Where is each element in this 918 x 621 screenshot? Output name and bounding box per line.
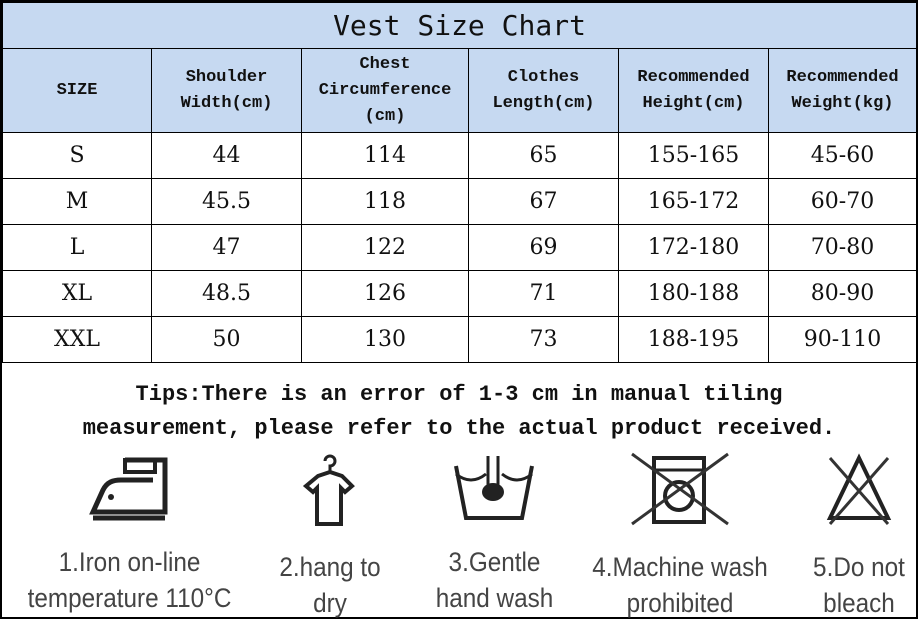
- table-cell: 130: [301, 316, 469, 363]
- table-cell: 65: [468, 132, 619, 179]
- table-cell: 122: [301, 224, 469, 271]
- hanger-shirt-icon: [302, 454, 355, 526]
- iron-icon: [88, 457, 167, 521]
- table-cell: 172-180: [618, 224, 769, 271]
- care-label-1: 1.Iron on-line: [58, 547, 201, 577]
- column-header: Recommended Height(cm): [618, 48, 769, 133]
- table-cell: 155-165: [618, 132, 769, 179]
- tips-text: Tips:There is an error of 1-3 cm in manu…: [2, 378, 916, 446]
- tips-line-1: Tips:There is an error of 1-3 cm in manu…: [135, 382, 783, 407]
- table-cell: S: [2, 132, 152, 179]
- care-label-5b: bleach: [823, 588, 895, 618]
- table-cell: 80-90: [768, 270, 917, 317]
- care-item-handwash: 3.Gentle hand wash: [417, 452, 572, 616]
- table-row: XL 48.5 126 71 180-188 80-90: [2, 270, 917, 317]
- table-cell: 69: [468, 224, 619, 271]
- column-header: Shoulder Width(cm): [151, 48, 302, 133]
- table-cell: L: [2, 224, 152, 271]
- care-label-5: 5.Do not: [813, 552, 905, 582]
- table-cell: 47: [151, 224, 302, 271]
- table-cell: 44: [151, 132, 302, 179]
- care-label-1b: temperature 110°C: [27, 583, 232, 613]
- table-cell: M: [2, 178, 152, 225]
- care-label-2b: dry: [313, 588, 347, 618]
- table-row: M 45.5 118 67 165-172 60-70: [2, 178, 917, 225]
- care-item-no-bleach: 5.Do not bleach: [798, 452, 918, 621]
- chart-title: Vest Size Chart: [2, 2, 917, 49]
- column-header: SIZE: [2, 48, 152, 133]
- column-header: Clothes Length(cm): [468, 48, 619, 133]
- table-cell: 73: [468, 316, 619, 363]
- table-cell: 71: [468, 270, 619, 317]
- tips-line-2: measurement, please refer to the actual …: [82, 416, 836, 441]
- hand-wash-icon: [454, 456, 534, 520]
- care-label-2: 2.hang to: [279, 552, 381, 582]
- table-cell: 180-188: [618, 270, 769, 317]
- care-item-iron: 1.Iron on-line temperature 110°C: [2, 452, 257, 616]
- column-header: Recommended Weight(kg): [768, 48, 917, 133]
- table-cell: 165-172: [618, 178, 769, 225]
- care-label-4b: prohibited: [626, 588, 734, 618]
- table-cell: 90-110: [768, 316, 917, 363]
- care-instructions: 1.Iron on-line temperature 110°C 2.hang t…: [2, 452, 916, 618]
- table-cell: 50: [151, 316, 302, 363]
- table-cell: 45-60: [768, 132, 917, 179]
- table-cell: 188-195: [618, 316, 769, 363]
- table-cell: 48.5: [151, 270, 302, 317]
- table-cell: 114: [301, 132, 469, 179]
- table-cell: 118: [301, 178, 469, 225]
- care-label-3: 3.Gentle: [448, 547, 541, 577]
- table-row: L 47 122 69 172-180 70-80: [2, 224, 917, 271]
- table-cell: 67: [468, 178, 619, 225]
- care-item-no-machine: 4.Machine wash prohibited: [574, 452, 786, 621]
- table-cell: 126: [301, 270, 469, 317]
- table-cell: 70-80: [768, 224, 917, 271]
- table-row: XXL 50 130 73 188-195 90-110: [2, 316, 917, 363]
- care-label-4: 4.Machine wash: [592, 552, 768, 582]
- size-table: Vest Size Chart SIZE Shoulder Width(cm) Ch…: [2, 2, 917, 363]
- no-bleach-icon: [826, 453, 892, 525]
- table-cell: 45.5: [151, 178, 302, 225]
- table-row: S 44 114 65 155-165 45-60: [2, 132, 917, 179]
- table-cell: XXL: [2, 316, 152, 363]
- care-label-3b: hand wash: [435, 583, 554, 613]
- care-item-hang: 2.hang to dry: [260, 452, 400, 621]
- table-cell: XL: [2, 270, 152, 317]
- column-header: Chest Circumference (cm): [301, 48, 469, 133]
- no-machine-wash-icon: [631, 452, 729, 526]
- table-cell: 60-70: [768, 178, 917, 225]
